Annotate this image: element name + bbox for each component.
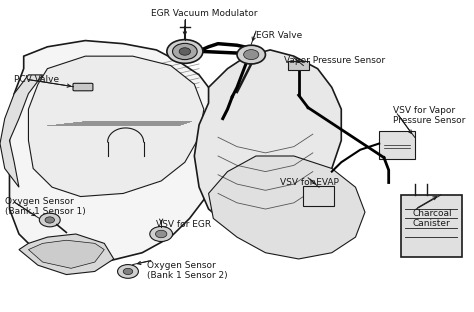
Circle shape <box>237 45 265 64</box>
Circle shape <box>150 227 173 241</box>
Polygon shape <box>194 50 341 225</box>
Text: EGR Vacuum Modulator: EGR Vacuum Modulator <box>151 9 257 18</box>
Text: VSV for EVAP: VSV for EVAP <box>280 178 338 187</box>
Text: Oxygen Sensor
(Bank 1 Sensor 1): Oxygen Sensor (Bank 1 Sensor 1) <box>5 197 85 216</box>
Polygon shape <box>9 41 223 262</box>
FancyBboxPatch shape <box>288 61 309 70</box>
Circle shape <box>167 40 203 63</box>
Text: PCV Valve: PCV Valve <box>14 75 59 84</box>
Circle shape <box>45 217 55 223</box>
Circle shape <box>155 230 167 238</box>
Circle shape <box>173 43 197 60</box>
FancyBboxPatch shape <box>303 186 334 206</box>
Text: Oxygen Sensor
(Bank 1 Sensor 2): Oxygen Sensor (Bank 1 Sensor 2) <box>147 261 228 280</box>
Polygon shape <box>19 234 114 275</box>
FancyBboxPatch shape <box>379 131 415 159</box>
Circle shape <box>244 50 259 60</box>
Polygon shape <box>28 240 104 268</box>
Polygon shape <box>0 75 43 187</box>
Circle shape <box>179 48 191 55</box>
Text: EGR Valve: EGR Valve <box>256 31 302 40</box>
Text: Vapor Pressure Sensor: Vapor Pressure Sensor <box>284 56 385 65</box>
Text: VSV for EGR: VSV for EGR <box>156 220 211 229</box>
Text: Charcoal
Canister: Charcoal Canister <box>412 209 452 228</box>
FancyBboxPatch shape <box>401 195 462 257</box>
Circle shape <box>123 268 133 275</box>
Circle shape <box>39 213 60 227</box>
Polygon shape <box>28 56 204 197</box>
FancyBboxPatch shape <box>73 83 93 91</box>
Circle shape <box>118 265 138 278</box>
Text: VSV for Vapor
Pressure Sensor: VSV for Vapor Pressure Sensor <box>393 106 466 125</box>
Polygon shape <box>209 156 365 259</box>
